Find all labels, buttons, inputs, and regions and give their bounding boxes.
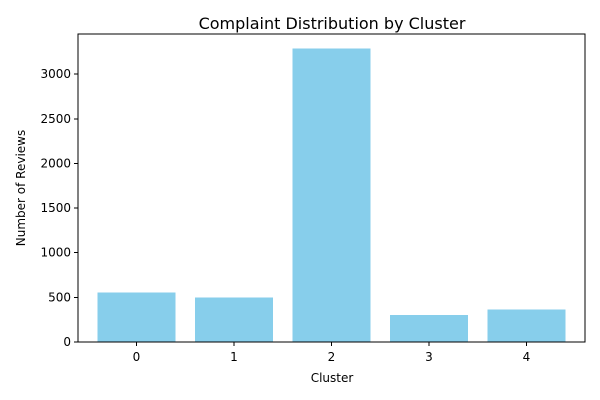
y-tick-label: 1000 [40,246,71,260]
x-axis-ticks: 0 1 2 3 4 [133,342,531,364]
y-axis-ticks: 0 500 1000 1500 2000 2500 3000 [40,67,78,349]
y-axis-label: Number of Reviews [14,130,28,246]
x-tick-label: 2 [328,350,336,364]
bar-cluster-3 [390,314,468,342]
bar-cluster-2 [292,48,371,342]
bar-cluster-4 [487,309,566,342]
x-tick-label: 0 [133,350,141,364]
x-tick-label: 3 [425,350,433,364]
y-tick-label: 500 [48,290,71,304]
y-tick-label: 3000 [40,67,71,81]
x-axis-label: Cluster [311,371,354,385]
y-tick-label: 0 [63,335,71,349]
chart-title: Complaint Distribution by Cluster [199,14,466,33]
y-tick-label: 1500 [40,201,71,215]
y-tick-label: 2500 [40,112,71,126]
bar-cluster-0 [97,292,176,342]
x-tick-label: 4 [523,350,531,364]
bar-cluster-1 [195,297,273,342]
bars-group [97,48,566,342]
y-tick-label: 2000 [40,156,71,170]
x-tick-label: 1 [230,350,238,364]
